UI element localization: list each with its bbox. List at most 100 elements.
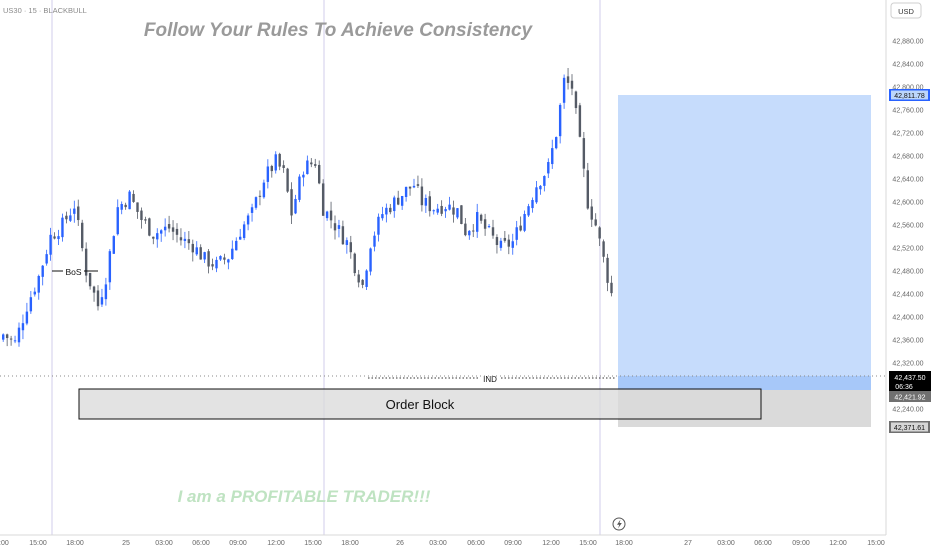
time-tick-label: 03:00 <box>155 540 173 547</box>
candle-body <box>175 228 179 235</box>
time-tick-label: 15:00 <box>867 540 885 547</box>
bos-label: BoS <box>65 267 81 277</box>
candle-body <box>365 270 368 287</box>
candle-body <box>219 256 222 260</box>
candle-body <box>472 230 475 232</box>
candle-body <box>393 197 396 212</box>
candle-body <box>88 272 92 287</box>
candle-body <box>377 216 380 235</box>
candle-body <box>310 162 313 165</box>
candle-body <box>594 219 597 226</box>
price-ticks: 42,880.00 42,840.00 42,800.00 42,760.00 42,7… <box>892 39 923 414</box>
time-tick-label: 03:00 <box>429 540 447 547</box>
time-tick-label: 15:00 <box>29 540 47 547</box>
candle-body <box>179 237 183 241</box>
candle-body <box>606 257 609 283</box>
candle-body <box>207 251 210 267</box>
candle-body <box>160 230 163 234</box>
candle-body <box>195 247 198 255</box>
target-zone[interactable] <box>618 95 871 390</box>
candle-body <box>574 91 578 109</box>
candle-body <box>17 327 21 343</box>
candle-body <box>25 311 29 324</box>
entry-price-tag-bg <box>889 391 931 402</box>
current-price-tag: 42,437.50 <box>894 375 925 382</box>
candle-body <box>503 237 507 241</box>
candle-body <box>487 226 491 228</box>
candle-body <box>140 210 143 221</box>
candle-body <box>274 154 277 171</box>
time-tick-label: 26 <box>396 540 404 547</box>
time-tick-label: 12:00 <box>267 540 285 547</box>
candle-body <box>73 208 76 214</box>
candle-body <box>333 223 337 231</box>
currency-button-label: USD <box>898 7 914 16</box>
candle-body <box>444 209 447 212</box>
time-tick-label: 18:00 <box>0 540 9 547</box>
candle-body <box>81 222 84 249</box>
candle-body <box>468 230 471 236</box>
candle-body <box>65 215 68 220</box>
candle-body <box>290 189 293 216</box>
candle-body <box>341 226 345 245</box>
candle-body <box>116 207 119 235</box>
price-axis[interactable] <box>886 0 932 535</box>
candle-body <box>242 224 246 239</box>
candle-body <box>302 174 305 178</box>
candle-body <box>499 240 503 248</box>
candle-body <box>239 236 242 240</box>
candle-body <box>361 279 364 285</box>
price-tick-label: 42,520.00 <box>892 246 923 253</box>
candle-body <box>440 205 443 214</box>
price-tick-label: 42,640.00 <box>892 177 923 184</box>
candle-body <box>566 76 570 83</box>
candle-body <box>306 160 309 175</box>
ind-label: IND <box>483 375 497 384</box>
candle-body <box>53 236 56 239</box>
candle-body <box>231 248 234 260</box>
candle-body <box>460 205 463 224</box>
currency-button[interactable] <box>890 2 922 19</box>
candle-body <box>570 80 574 89</box>
candle-body <box>128 191 131 210</box>
candle-body <box>507 239 510 247</box>
candle-body <box>582 138 586 169</box>
time-tick-label: 06:00 <box>192 540 210 547</box>
candle-body <box>100 297 104 305</box>
order-block-label: Order Block <box>386 397 455 412</box>
candle-body <box>373 235 376 247</box>
lightning-icon-glyph <box>617 519 622 529</box>
candle-body <box>602 241 605 257</box>
candle-body <box>215 259 218 269</box>
candle-body <box>325 211 329 219</box>
bar-countdown: 06:36 <box>895 384 913 391</box>
order-block-box[interactable] <box>78 388 762 420</box>
time-tick-label: 12:00 <box>829 540 847 547</box>
candle-body <box>77 206 80 221</box>
symbol-label: US30 · 15 · BLACKBULL <box>3 6 87 15</box>
entry-price-tag: 42,421.92 <box>894 395 925 402</box>
time-tick-label: 27 <box>684 540 692 547</box>
candle-body <box>483 219 487 229</box>
candle-body <box>547 162 550 174</box>
time-axis[interactable] <box>0 535 886 550</box>
candle-body <box>329 210 333 221</box>
candle-body <box>246 215 250 225</box>
candle-body <box>389 207 392 213</box>
stop-price-tag-inner <box>891 422 928 432</box>
candle-body <box>199 247 202 260</box>
candle-body <box>479 214 483 221</box>
candle-body <box>558 104 562 137</box>
candle-body <box>357 274 360 283</box>
candle-body <box>436 208 439 213</box>
candle-body <box>452 207 455 215</box>
time-tick-label: 03:00 <box>717 540 735 547</box>
price-tick-label: 42,600.00 <box>892 200 923 207</box>
candle-body <box>132 193 135 202</box>
candle-body <box>250 207 254 213</box>
candle-body <box>345 240 349 245</box>
candle-body <box>531 199 534 209</box>
candle-body <box>535 187 538 203</box>
candle-body <box>298 176 301 200</box>
